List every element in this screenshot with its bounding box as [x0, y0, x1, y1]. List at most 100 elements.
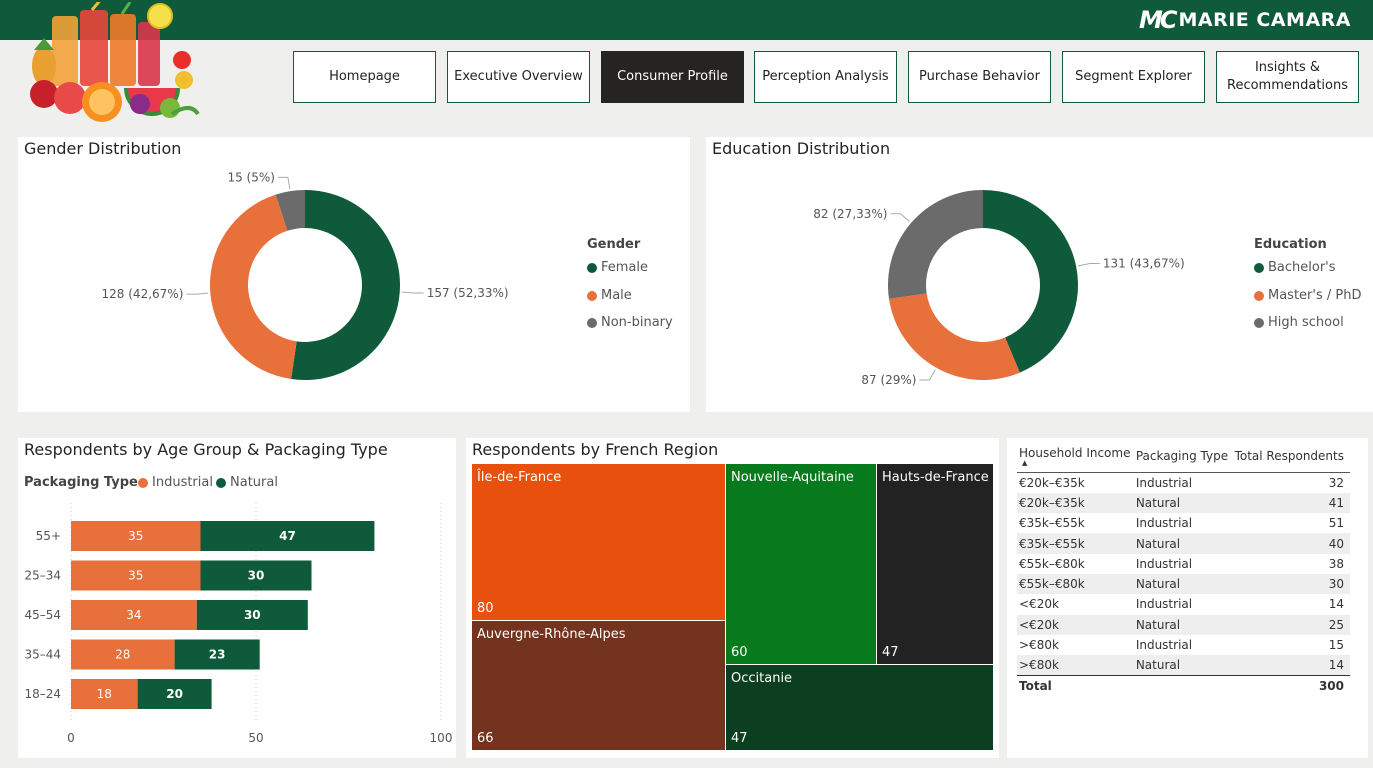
- age-legend-title: Packaging Type: [24, 475, 138, 490]
- leader-line-nonbinary: [277, 176, 291, 190]
- legend-item-industrial[interactable]: Industrial: [138, 475, 213, 490]
- bar-natural-25–34[interactable]: [200, 560, 312, 591]
- cell-total-respondents: 32: [1328, 475, 1344, 490]
- cell-total-respondents: 41: [1231, 492, 1350, 514]
- bar-natural-55+[interactable]: [200, 521, 375, 551]
- age-group-card: Respondents by Age Group & Packaging Typ…: [18, 438, 456, 758]
- treemap-cell-ile-de-france[interactable]: Île-de-France 80: [471, 463, 726, 621]
- table-row[interactable]: €35k–€55k Natural 40: [1017, 533, 1350, 554]
- column-header-packaging-type[interactable]: Packaging Type: [1133, 442, 1232, 473]
- income-table-card: Household Income ▲ Packaging Type Total …: [1007, 438, 1368, 758]
- legend-dot-master: [1254, 290, 1264, 301]
- age-bar-chart: 0 50 100 55+ 35 47 25–34 35 30 45–54 34 30 35–44 28 23…: [24, 503, 453, 745]
- donut-slice-master[interactable]: [889, 293, 1020, 380]
- total-spacer: [1133, 674, 1232, 696]
- nav-perception-analysis[interactable]: Perception Analysis: [754, 51, 897, 103]
- y-tick-label: 35–44: [24, 648, 61, 662]
- column-header-household-income[interactable]: Household Income ▲: [1017, 442, 1134, 473]
- cell-household-income: >€80k: [1017, 655, 1134, 676]
- treemap-cell-auvergne[interactable]: Auvergne-Rhône-Alpes 66: [471, 620, 726, 751]
- data-label-bachelor: 131 (43,67%): [1103, 256, 1185, 270]
- nav-purchase-behavior[interactable]: Purchase Behavior: [908, 51, 1051, 103]
- legend-label-bachelor: Bachelor's: [1268, 260, 1336, 275]
- bar-data-label: 35: [128, 569, 143, 583]
- table-row[interactable]: €35k–€55k Industrial 51: [1017, 513, 1350, 533]
- bar-data-label: 23: [209, 648, 226, 662]
- donut-slice-nonbinary[interactable]: [275, 190, 305, 231]
- bar-industrial-18–24[interactable]: [71, 679, 138, 709]
- table-row[interactable]: €20k–€35k Natural 41: [1017, 492, 1350, 514]
- gender-legend-title: Gender: [587, 237, 641, 252]
- column-header-label: Household Income: [1019, 446, 1131, 460]
- data-label-nonbinary: 15 (5%): [227, 170, 274, 184]
- nav-insights-recommendations[interactable]: Insights & Recommendations: [1216, 51, 1359, 103]
- bar-industrial-45–54[interactable]: [71, 600, 197, 630]
- nav-consumer-profile[interactable]: Consumer Profile: [601, 51, 744, 103]
- donut-slice-bachelor[interactable]: [983, 190, 1078, 373]
- cell-household-income: €35k–€55k: [1019, 516, 1085, 531]
- fruit-juice-logo: [30, 2, 200, 122]
- table-row[interactable]: >€80k Industrial 15: [1017, 635, 1350, 655]
- treemap-value-occitanie: 47: [731, 731, 748, 746]
- bar-data-label: 35: [128, 529, 143, 543]
- bar-data-label: 47: [279, 529, 296, 543]
- table-row[interactable]: <€20k Industrial 14: [1017, 594, 1350, 614]
- donut-slice-highschool[interactable]: [888, 190, 983, 299]
- treemap-cell-occitanie[interactable]: Occitanie 47: [725, 664, 994, 751]
- income-table: Household Income ▲ Packaging Type Total …: [1017, 442, 1350, 696]
- bar-industrial-25–34[interactable]: [71, 560, 201, 591]
- bar-natural-45–54[interactable]: [196, 600, 308, 630]
- donut-slice-male[interactable]: [210, 194, 297, 379]
- cell-packaging-type: Industrial: [1135, 597, 1193, 612]
- total-value: 300: [1231, 674, 1350, 696]
- legend-label-industrial: Industrial: [152, 475, 213, 490]
- bar-natural-18–24[interactable]: [137, 679, 212, 709]
- cell-packaging-type: Natural: [1133, 573, 1232, 595]
- cell-packaging-type: Industrial: [1135, 516, 1193, 531]
- total-label: Total: [1017, 674, 1134, 696]
- table-row[interactable]: €55k–€80k Industrial 38: [1017, 554, 1350, 574]
- legend-item-highschool[interactable]: High school: [1254, 315, 1344, 330]
- cell-total-respondents: 40: [1231, 533, 1350, 554]
- legend-item-male[interactable]: Male: [587, 288, 632, 303]
- y-tick-label: 18–24: [24, 687, 61, 701]
- legend-item-master[interactable]: Master's / PhD: [1254, 288, 1361, 303]
- legend-dot-bachelor: [1254, 262, 1264, 273]
- bar-industrial-35–44[interactable]: [71, 639, 175, 670]
- cell-household-income: €55k–€80k: [1019, 556, 1085, 571]
- bar-data-label: 28: [115, 648, 130, 662]
- table-row[interactable]: <€20k Natural 25: [1017, 614, 1350, 635]
- data-label-female: 157 (52,33%): [427, 286, 509, 300]
- treemap-cell-hauts-de-france[interactable]: Hauts-de-France 47: [876, 463, 994, 665]
- legend-dot-nonbinary: [587, 317, 597, 328]
- legend-item-nonbinary[interactable]: Non-binary: [587, 315, 673, 330]
- leader-line-male: [186, 292, 209, 295]
- sort-asc-icon: ▲: [1022, 459, 1028, 467]
- column-header-total-respondents[interactable]: Total Respondents: [1231, 442, 1350, 473]
- bar-industrial-55+[interactable]: [71, 521, 201, 551]
- gender-chart-title: Gender Distribution: [24, 139, 182, 158]
- nav-homepage[interactable]: Homepage: [293, 51, 436, 103]
- nav-executive-overview[interactable]: Executive Overview: [447, 51, 590, 103]
- cell-household-income: >€80k: [1019, 638, 1059, 653]
- legend-label-female: Female: [601, 260, 649, 275]
- x-tick-label: 100: [430, 731, 453, 745]
- bar-data-label: 34: [126, 608, 141, 622]
- treemap-name-auvergne: Auvergne-Rhône-Alpes: [477, 627, 626, 642]
- data-label-male: 128 (42,67%): [102, 287, 184, 301]
- y-tick-label: 45–54: [24, 608, 61, 622]
- table-row[interactable]: €55k–€80k Natural 30: [1017, 573, 1350, 595]
- table-row[interactable]: >€80k Natural 14: [1017, 655, 1350, 676]
- treemap-cell-nouvelle-aquitaine[interactable]: Nouvelle-Aquitaine 60: [725, 463, 877, 665]
- x-tick-label: 50: [248, 731, 263, 745]
- cell-total-respondents: 51: [1328, 516, 1344, 531]
- table-row[interactable]: €20k–€35k Industrial 32: [1017, 473, 1350, 493]
- legend-item-female[interactable]: Female: [587, 260, 648, 275]
- table-total-row: Total 300: [1017, 674, 1350, 696]
- legend-item-bachelor[interactable]: Bachelor's: [1254, 260, 1336, 275]
- donut-slice-female[interactable]: [291, 190, 400, 380]
- cell-household-income: €35k–€55k: [1017, 533, 1134, 554]
- legend-item-natural[interactable]: Natural: [216, 475, 278, 490]
- bar-natural-35–44[interactable]: [174, 639, 260, 670]
- nav-segment-explorer[interactable]: Segment Explorer: [1062, 51, 1205, 103]
